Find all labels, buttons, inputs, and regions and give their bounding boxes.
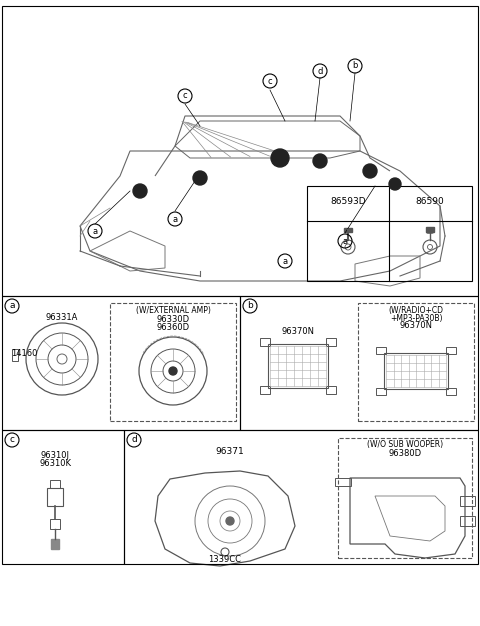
Bar: [326, 338, 336, 346]
Text: (W/EXTERNAL AMP): (W/EXTERNAL AMP): [135, 305, 210, 314]
Bar: [460, 516, 475, 526]
Text: a: a: [172, 215, 178, 223]
Bar: [335, 478, 351, 486]
Text: b: b: [352, 61, 358, 71]
Bar: [446, 388, 456, 395]
Bar: [446, 347, 456, 354]
Bar: [260, 338, 270, 346]
Text: 96380D: 96380D: [388, 448, 421, 458]
Circle shape: [193, 171, 207, 185]
Bar: [2, 6, 478, 296]
Text: b: b: [247, 302, 253, 310]
Text: 96360D: 96360D: [156, 322, 190, 332]
Text: 96370N: 96370N: [399, 322, 432, 331]
Text: 96310K: 96310K: [39, 459, 71, 468]
Text: c: c: [268, 76, 272, 86]
Bar: [12, 349, 18, 361]
Text: 96310J: 96310J: [40, 451, 70, 461]
Bar: [376, 347, 386, 354]
Text: a: a: [93, 227, 97, 235]
Bar: [344, 228, 352, 232]
Circle shape: [271, 149, 289, 167]
Text: 86593D: 86593D: [330, 197, 366, 207]
Bar: [110, 303, 236, 421]
Bar: [358, 303, 474, 421]
Text: a: a: [9, 302, 15, 310]
Text: a: a: [342, 237, 348, 245]
Circle shape: [226, 517, 234, 525]
Circle shape: [169, 367, 177, 375]
Bar: [2, 430, 124, 564]
Bar: [426, 227, 434, 232]
Text: d: d: [131, 436, 137, 444]
Bar: [260, 386, 270, 394]
Bar: [50, 519, 60, 529]
Bar: [460, 496, 475, 506]
Text: d: d: [317, 66, 323, 76]
Circle shape: [389, 178, 401, 190]
Bar: [240, 296, 478, 430]
Bar: [47, 488, 63, 506]
Text: +MP3-PA30B): +MP3-PA30B): [390, 314, 442, 322]
Bar: [326, 386, 336, 394]
Bar: [338, 438, 472, 558]
Text: 1339CC: 1339CC: [208, 555, 241, 563]
Text: a: a: [282, 257, 288, 265]
Text: 96331A: 96331A: [46, 312, 78, 322]
Bar: [2, 296, 240, 430]
Bar: [376, 388, 386, 395]
Bar: [268, 344, 328, 388]
Text: (W/RADIO+CD: (W/RADIO+CD: [388, 305, 444, 314]
Text: 86590: 86590: [416, 197, 444, 207]
Bar: [50, 480, 60, 488]
Bar: [51, 539, 59, 549]
Text: 96330D: 96330D: [156, 314, 190, 324]
Circle shape: [313, 154, 327, 168]
Text: 14160: 14160: [11, 349, 37, 359]
Text: 96371: 96371: [216, 448, 244, 456]
Bar: [124, 430, 478, 564]
Text: c: c: [183, 91, 187, 101]
Text: 96370N: 96370N: [281, 327, 314, 337]
Circle shape: [363, 164, 377, 178]
Text: (W/O SUB WOOPER): (W/O SUB WOOPER): [367, 439, 443, 448]
Bar: [384, 353, 448, 389]
Circle shape: [133, 184, 147, 198]
Bar: [307, 186, 472, 281]
Text: c: c: [10, 436, 14, 444]
